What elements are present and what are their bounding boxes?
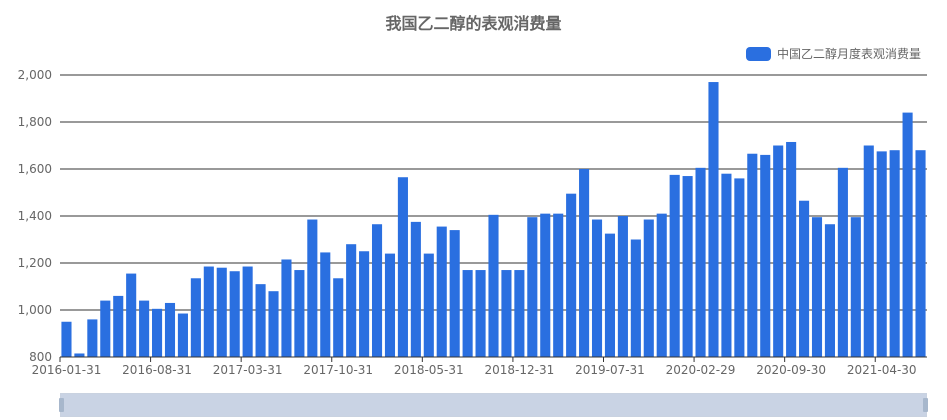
x-tick-label: 2017-10-31 <box>303 363 373 377</box>
bar[interactable] <box>333 278 344 357</box>
bar[interactable] <box>307 219 318 357</box>
bar[interactable] <box>682 176 693 357</box>
bar[interactable] <box>630 239 641 358</box>
bar[interactable] <box>889 150 900 357</box>
bar[interactable] <box>74 353 85 357</box>
bar[interactable] <box>203 266 214 357</box>
bar[interactable] <box>501 270 512 357</box>
bar[interactable] <box>87 319 98 357</box>
bar[interactable] <box>643 219 654 357</box>
bar[interactable] <box>100 300 111 357</box>
x-tick-label: 2018-05-31 <box>394 363 464 377</box>
legend-swatch <box>745 46 771 61</box>
bar[interactable] <box>449 230 460 357</box>
bar[interactable] <box>540 213 551 357</box>
x-tick-label: 2016-01-31 <box>32 363 102 377</box>
chart-title: 我国乙二醇的表观消费量 <box>385 14 562 33</box>
bar[interactable] <box>346 244 357 357</box>
y-tick-label: 1,200 <box>18 256 52 270</box>
bar[interactable] <box>553 213 564 357</box>
bar[interactable] <box>811 217 823 357</box>
bar[interactable] <box>656 213 667 357</box>
y-tick-label: 1,800 <box>18 115 52 129</box>
legend[interactable]: 中国乙二醇月度表观消费量 <box>745 45 921 62</box>
bar[interactable] <box>721 173 732 357</box>
bar[interactable] <box>268 291 279 357</box>
y-tick-label: 1,000 <box>18 303 52 317</box>
bar[interactable] <box>190 278 201 357</box>
bar[interactable] <box>359 251 370 357</box>
y-tick-label: 1,600 <box>18 162 52 176</box>
bar[interactable] <box>786 141 797 357</box>
bar[interactable] <box>475 270 486 357</box>
bar[interactable] <box>216 267 227 357</box>
bar[interactable] <box>669 174 680 357</box>
bar[interactable] <box>113 295 124 357</box>
bar[interactable] <box>799 200 810 357</box>
zoom-handle-left[interactable] <box>59 398 64 412</box>
bar[interactable] <box>384 253 396 357</box>
bar[interactable] <box>423 253 434 357</box>
bar[interactable] <box>436 226 447 357</box>
bar[interactable] <box>242 266 253 357</box>
bar[interactable] <box>255 284 266 357</box>
bar[interactable] <box>488 214 499 357</box>
bar[interactable] <box>462 270 473 357</box>
bar[interactable] <box>876 151 887 357</box>
bar[interactable] <box>695 167 706 357</box>
bar[interactable] <box>863 145 874 358</box>
bar[interactable] <box>126 273 137 357</box>
bar[interactable] <box>760 154 771 357</box>
bar[interactable] <box>902 112 913 357</box>
bar[interactable] <box>824 224 835 357</box>
legend-label: 中国乙二醇月度表观消费量 <box>776 47 921 61</box>
x-tick-label: 2017-03-31 <box>213 363 283 377</box>
bar[interactable] <box>177 313 188 357</box>
y-tick-label: 1,400 <box>18 209 52 223</box>
axes: 800 1,000 1,200 1,400 1,600 1,800 2,000 2016-01… <box>18 68 927 377</box>
bar[interactable] <box>591 219 603 357</box>
x-tick-label: 2016-08-31 <box>122 363 192 377</box>
bar[interactable] <box>410 221 421 357</box>
bar[interactable] <box>229 271 240 357</box>
bar[interactable] <box>617 216 628 357</box>
bar[interactable] <box>152 308 163 357</box>
bar[interactable] <box>579 169 590 357</box>
bar[interactable] <box>164 302 176 357</box>
bar[interactable] <box>514 270 525 357</box>
y-tick-label: 2,000 <box>18 68 52 82</box>
bar[interactable] <box>320 252 331 357</box>
y-tick-label: 800 <box>29 350 52 364</box>
bar[interactable] <box>61 321 72 357</box>
bar[interactable] <box>850 217 861 357</box>
bar-chart: 800 1,000 1,200 1,400 1,600 1,800 2,000 2016-01… <box>18 68 927 377</box>
bar[interactable] <box>734 178 745 357</box>
bar[interactable] <box>747 153 758 357</box>
bar[interactable] <box>837 167 848 357</box>
bar[interactable] <box>708 82 719 358</box>
bars <box>61 82 926 358</box>
x-tick-label: 2018-12-31 <box>485 363 555 377</box>
bar[interactable] <box>397 177 408 357</box>
bar[interactable] <box>915 150 926 357</box>
zoom-handle-right[interactable] <box>923 398 928 412</box>
zoom-range-filler[interactable] <box>61 394 926 416</box>
bar[interactable] <box>281 259 292 357</box>
bar[interactable] <box>139 300 150 357</box>
zoom-slider[interactable] <box>59 393 928 417</box>
x-tick-label: 2021-04-30 <box>847 363 917 377</box>
bar[interactable] <box>371 224 383 357</box>
x-tick-label: 2020-02-29 <box>666 363 736 377</box>
bar[interactable] <box>604 233 616 357</box>
bar[interactable] <box>773 145 784 358</box>
bar[interactable] <box>294 270 305 357</box>
bar[interactable] <box>527 217 538 357</box>
bar[interactable] <box>566 193 577 357</box>
x-tick-label: 2019-07-31 <box>575 363 645 377</box>
x-tick-label: 2020-09-30 <box>756 363 826 377</box>
